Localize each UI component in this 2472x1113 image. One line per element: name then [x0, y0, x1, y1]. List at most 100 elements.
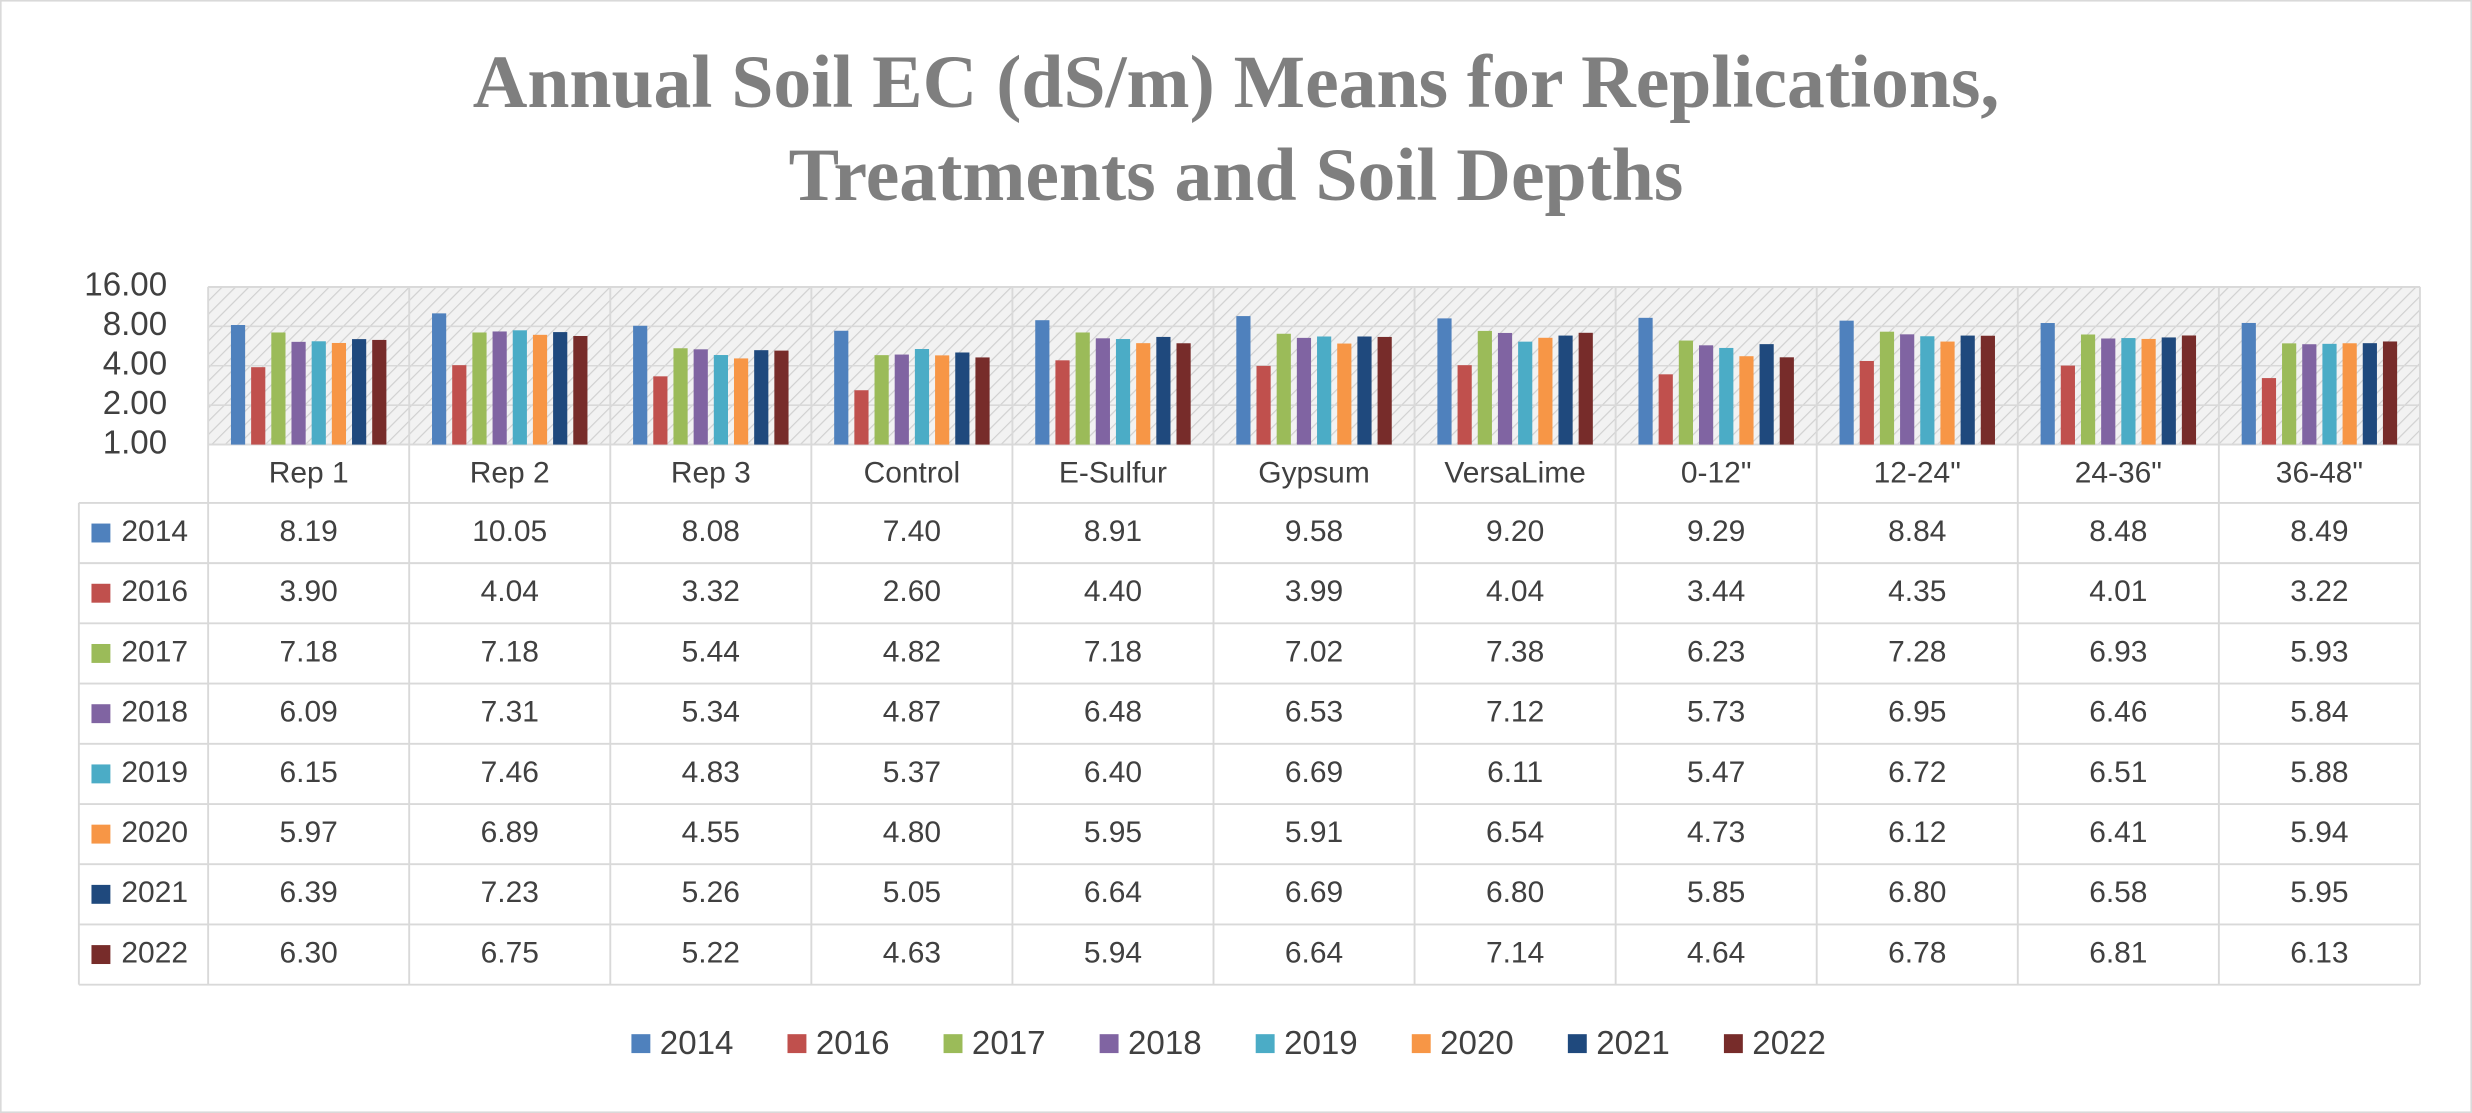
table-value: 6.41 [2089, 816, 2147, 849]
table-value: 6.95 [1888, 696, 1946, 729]
table-value: 6.46 [2089, 696, 2147, 729]
bar [1457, 365, 1472, 445]
table-value: 6.89 [481, 816, 539, 849]
table-value: 6.80 [1486, 876, 1544, 909]
legend-swatch [1255, 1034, 1275, 1054]
table-value: 9.29 [1687, 515, 1745, 548]
table-value: 7.12 [1486, 696, 1544, 729]
legend-swatch [1723, 1034, 1743, 1054]
bar [1658, 374, 1673, 445]
bar [1960, 335, 1975, 445]
bar [2382, 341, 2398, 445]
legend-label: 2022 [121, 936, 188, 969]
table-value: 4.80 [883, 816, 941, 849]
y-tick-label: 8.00 [103, 306, 167, 343]
table-value: 5.84 [2290, 696, 2348, 729]
table-value: 5.94 [1084, 936, 1142, 969]
table-value: 4.04 [481, 575, 539, 608]
table-value: 4.64 [1687, 936, 1745, 969]
bar [573, 335, 588, 445]
bar [492, 331, 507, 445]
bar [1759, 344, 1774, 445]
bar [1779, 357, 1794, 445]
legend-label: 2016 [121, 575, 188, 608]
bar [1377, 336, 1392, 445]
legend-label: 2019 [121, 756, 188, 789]
bar [2322, 343, 2337, 445]
table-value: 2.60 [883, 575, 941, 608]
bar [1357, 336, 1372, 445]
bar [914, 348, 930, 445]
table-value: 8.08 [682, 515, 740, 548]
legend-label: 2020 [121, 816, 188, 849]
bar [673, 348, 688, 445]
bar [1980, 335, 1995, 445]
bar [553, 332, 568, 445]
bar [733, 358, 749, 445]
bar [432, 313, 447, 445]
table-value: 7.38 [1486, 635, 1544, 668]
bar [1900, 334, 1915, 445]
bar [653, 376, 668, 445]
bar [874, 355, 889, 445]
table-value: 6.58 [2089, 876, 2147, 909]
table-value: 3.99 [1285, 575, 1343, 608]
bar [1477, 330, 1492, 445]
table-value: 9.20 [1486, 515, 1544, 548]
table-value: 5.97 [280, 816, 338, 849]
table-value: 6.09 [280, 696, 338, 729]
bar [894, 354, 909, 445]
table-value: 5.26 [682, 876, 740, 909]
table-value: 5.37 [883, 756, 941, 789]
table-value: 5.44 [682, 635, 740, 668]
bar [2282, 343, 2297, 445]
table-value: 8.48 [2089, 515, 2147, 548]
table-value: 7.46 [481, 756, 539, 789]
table-value: 6.13 [2290, 936, 2348, 969]
bar [1558, 335, 1573, 445]
table-value: 8.19 [280, 515, 338, 548]
bar [955, 352, 970, 445]
bar [1296, 337, 1312, 445]
legend-swatch [91, 764, 111, 784]
table-value: 6.81 [2089, 936, 2147, 969]
table-value: 8.49 [2290, 515, 2348, 548]
bar [1136, 343, 1151, 445]
bar [1115, 339, 1131, 445]
bar [472, 332, 487, 445]
table-value: 7.02 [1285, 635, 1343, 668]
legend-label: 2017 [121, 635, 188, 668]
y-tick-label: 2.00 [103, 385, 167, 422]
bar [1156, 336, 1171, 445]
legend-swatch [1411, 1034, 1431, 1054]
bar [713, 355, 728, 445]
table-value: 7.31 [481, 696, 539, 729]
table-value: 6.54 [1486, 816, 1544, 849]
bar [1940, 341, 1955, 445]
table-value: 5.05 [883, 876, 941, 909]
bar [512, 330, 527, 445]
legend-label: 2017 [972, 1025, 1046, 1062]
bar [372, 339, 387, 445]
table-value: 3.32 [682, 575, 740, 608]
y-tick-label: 4.00 [103, 345, 167, 382]
table-value: 4.40 [1084, 575, 1142, 608]
table-value: 6.64 [1285, 936, 1343, 969]
bar [230, 324, 246, 445]
table-value: 7.23 [481, 876, 539, 909]
bar [1497, 332, 1513, 445]
bar [1719, 347, 1734, 445]
legend-label: 2014 [660, 1025, 734, 1062]
bar [2342, 343, 2357, 445]
bar [1859, 360, 1874, 445]
table-value: 7.18 [1084, 635, 1142, 668]
table-value: 6.69 [1285, 876, 1343, 909]
x-tick-label: 12-24" [1874, 456, 1961, 489]
bar [532, 334, 548, 445]
legend-label: 2018 [1128, 1025, 1202, 1062]
x-tick-label: 36-48" [2276, 456, 2363, 489]
table-value: 10.05 [472, 515, 547, 548]
table-value: 4.73 [1687, 816, 1745, 849]
